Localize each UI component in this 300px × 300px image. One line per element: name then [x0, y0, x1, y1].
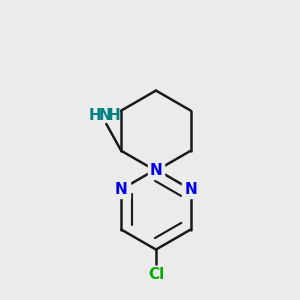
Polygon shape	[148, 163, 164, 179]
Text: H: H	[108, 108, 121, 123]
Text: N: N	[184, 182, 197, 197]
Text: Cl: Cl	[148, 267, 164, 282]
Text: N: N	[150, 163, 162, 178]
Polygon shape	[182, 181, 199, 198]
Text: N: N	[115, 182, 128, 197]
Polygon shape	[113, 181, 130, 198]
Text: H: H	[89, 108, 102, 123]
Text: N: N	[98, 108, 111, 123]
